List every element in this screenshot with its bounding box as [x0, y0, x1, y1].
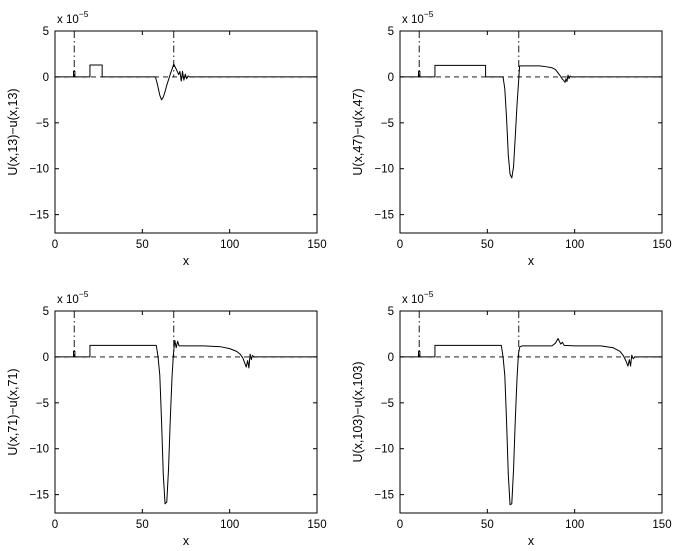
plot-area [54, 310, 318, 514]
plot-area [54, 30, 318, 234]
x-tick-label: 0 [52, 239, 58, 251]
y-scale-label: x 10−5 [402, 9, 434, 26]
plot-content [400, 31, 662, 179]
y-tick-label: −5 [381, 118, 394, 130]
y-tick-label: −5 [36, 398, 49, 410]
y-tick-label: −10 [29, 444, 49, 456]
x-tick-label: 50 [136, 239, 149, 251]
x-tick-label: 150 [652, 519, 671, 531]
plot-content [55, 31, 317, 101]
x-tick-label: 50 [481, 239, 494, 251]
y-tick-label: −15 [29, 210, 49, 222]
y-scale-label: x 10−5 [57, 9, 89, 26]
x-tick-label: 0 [52, 519, 58, 531]
x-tick-label: 0 [397, 239, 403, 251]
y-tick-label: 0 [43, 72, 49, 84]
y-tick-label: −10 [374, 164, 394, 176]
y-tick-label: 0 [388, 72, 394, 84]
x-tick-label: 150 [307, 519, 326, 531]
y-scale-label: x 10−5 [402, 289, 434, 306]
x-tick-label: 50 [481, 519, 494, 531]
y-tick-label: −10 [374, 444, 394, 456]
plot-content [400, 311, 662, 506]
y-axis-label: U(x,71)−u(x,71) [6, 368, 20, 455]
x-tick-label: 150 [307, 239, 326, 251]
y-tick-label: 5 [388, 306, 394, 318]
x-tick-label: 50 [136, 519, 149, 531]
y-axis-label: U(x,103)−u(x,103) [351, 361, 365, 462]
y-tick-label: 5 [43, 26, 49, 38]
y-tick-label: −15 [374, 490, 394, 502]
x-tick-label: 100 [220, 239, 239, 251]
y-tick-label: −15 [29, 490, 49, 502]
y-tick-label: 0 [388, 352, 394, 364]
plot-area [399, 30, 663, 234]
y-axis-label: U(x,13)−u(x,13) [6, 88, 20, 175]
y-tick-label: −10 [29, 164, 49, 176]
x-axis-label: x [528, 254, 535, 268]
x-axis-label: x [528, 534, 535, 548]
y-tick-label: −15 [374, 210, 394, 222]
error-curve [400, 64, 662, 179]
error-curve [400, 338, 662, 506]
plot-content [55, 311, 317, 505]
y-tick-label: 5 [43, 306, 49, 318]
plot-area [399, 310, 663, 514]
x-axis-label: x [183, 534, 190, 548]
y-tick-label: 5 [388, 26, 394, 38]
y-axis-label: U(x,47)−u(x,47) [351, 88, 365, 175]
x-tick-label: 100 [220, 519, 239, 531]
x-tick-label: 0 [397, 519, 403, 531]
y-scale-label: x 10−5 [57, 289, 89, 306]
y-tick-label: 0 [43, 352, 49, 364]
x-tick-label: 100 [565, 519, 584, 531]
y-tick-label: −5 [36, 118, 49, 130]
error-curve [55, 339, 317, 505]
x-axis-label: x [183, 254, 190, 268]
error-curve [55, 63, 317, 101]
y-tick-label: −5 [381, 398, 394, 410]
x-tick-label: 100 [565, 239, 584, 251]
x-tick-label: 150 [652, 239, 671, 251]
